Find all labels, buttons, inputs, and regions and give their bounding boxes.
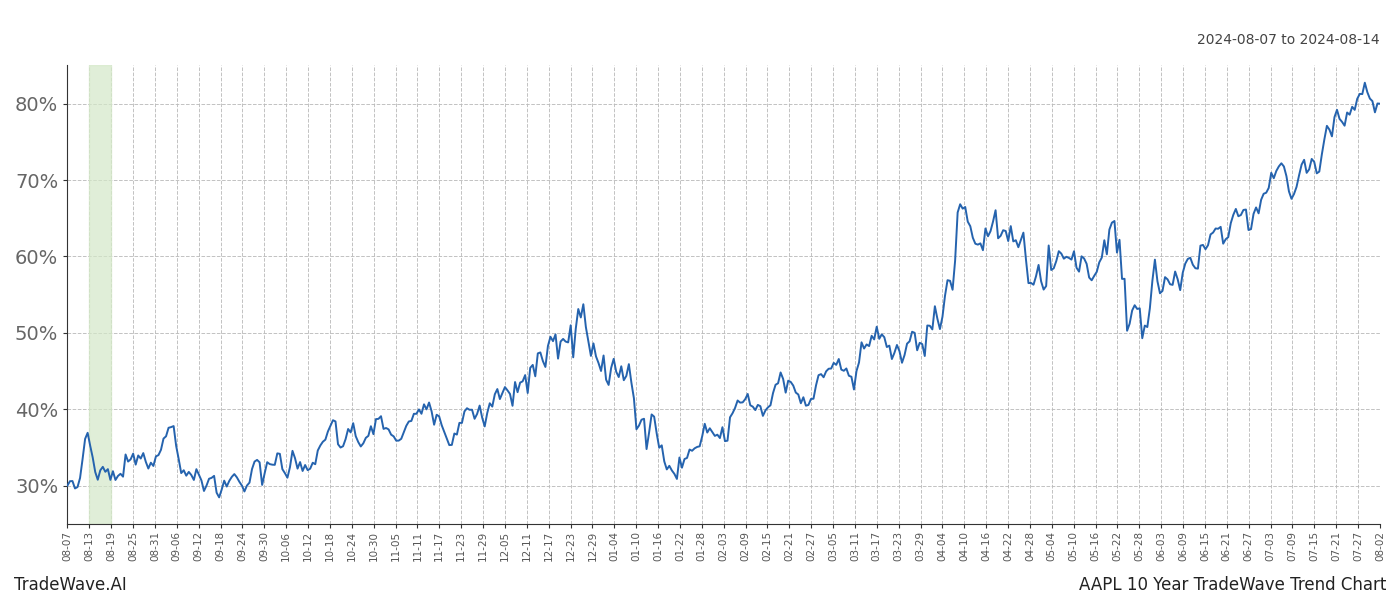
Text: TradeWave.AI: TradeWave.AI [14, 576, 127, 594]
Bar [90, 65, 111, 524]
Text: 2024-08-07 to 2024-08-14: 2024-08-07 to 2024-08-14 [1197, 33, 1380, 47]
Text: AAPL 10 Year TradeWave Trend Chart: AAPL 10 Year TradeWave Trend Chart [1078, 576, 1386, 594]
